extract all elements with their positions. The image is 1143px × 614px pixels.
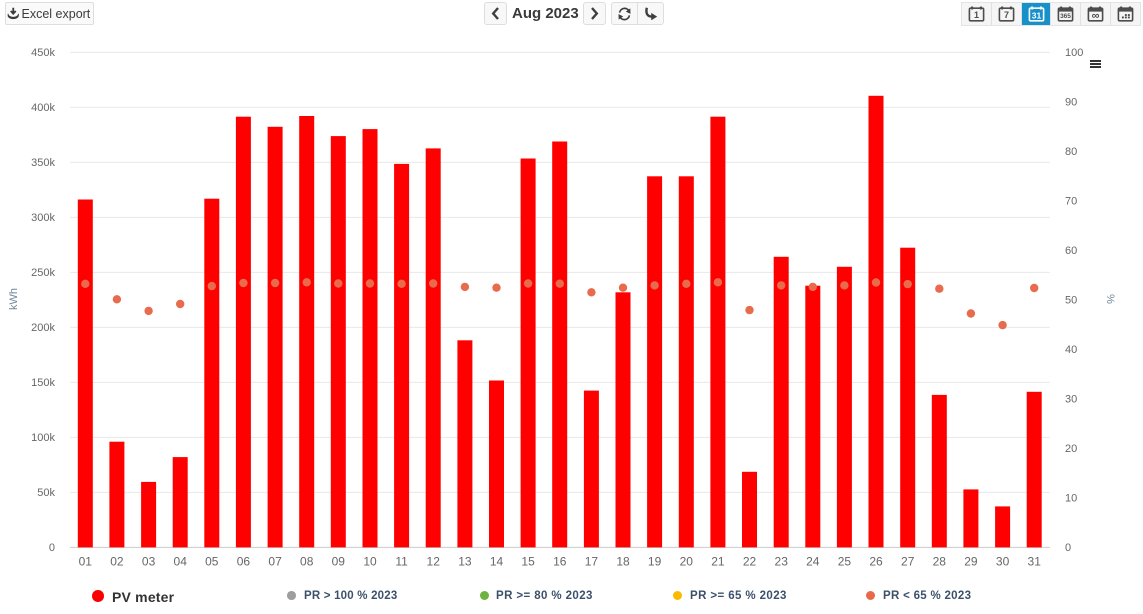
svg-text:50k: 50k — [37, 487, 55, 499]
svg-text:04: 04 — [174, 555, 188, 569]
svg-text:7: 7 — [1004, 10, 1009, 20]
svg-text:10: 10 — [363, 555, 377, 569]
svg-text:11: 11 — [395, 555, 408, 569]
svg-text:40: 40 — [1065, 344, 1077, 356]
svg-text:150k: 150k — [31, 377, 55, 389]
svg-text:10: 10 — [1065, 493, 1077, 505]
svg-text:70: 70 — [1065, 196, 1077, 208]
svg-text:20: 20 — [680, 555, 694, 569]
svg-text:08: 08 — [300, 555, 314, 569]
svg-text:31: 31 — [1028, 555, 1042, 569]
svg-text:400k: 400k — [31, 102, 55, 114]
svg-text:24: 24 — [806, 555, 820, 569]
svg-text:80: 80 — [1065, 146, 1077, 158]
svg-text:200k: 200k — [31, 322, 55, 334]
svg-text:27: 27 — [901, 555, 915, 569]
svg-text:350k: 350k — [31, 157, 55, 169]
svg-text:22: 22 — [743, 555, 757, 569]
svg-text:kWh: kWh — [8, 288, 20, 310]
svg-text:50: 50 — [1065, 295, 1077, 307]
svg-text:31: 31 — [1031, 10, 1041, 20]
svg-text:0: 0 — [1065, 542, 1071, 554]
svg-text:19: 19 — [648, 555, 662, 569]
svg-text:450k: 450k — [31, 47, 55, 59]
svg-text:60: 60 — [1065, 245, 1077, 257]
svg-text:14: 14 — [490, 555, 504, 569]
svg-text:17: 17 — [585, 555, 599, 569]
svg-text:01: 01 — [79, 555, 93, 569]
svg-text:21: 21 — [711, 555, 725, 569]
svg-text:12: 12 — [427, 555, 441, 569]
svg-text:03: 03 — [142, 555, 156, 569]
svg-text:15: 15 — [521, 555, 535, 569]
svg-text:16: 16 — [553, 555, 567, 569]
svg-text:30: 30 — [1065, 394, 1077, 406]
svg-text:300k: 300k — [31, 212, 55, 224]
svg-text:100k: 100k — [31, 432, 55, 444]
svg-text:90: 90 — [1065, 97, 1077, 109]
svg-text:30: 30 — [996, 555, 1010, 569]
svg-text:07: 07 — [268, 555, 282, 569]
svg-text:25: 25 — [838, 555, 852, 569]
svg-text:28: 28 — [933, 555, 947, 569]
svg-text:09: 09 — [332, 555, 346, 569]
svg-text:23: 23 — [775, 555, 789, 569]
svg-text:250k: 250k — [31, 267, 55, 279]
svg-text:13: 13 — [458, 555, 472, 569]
svg-text:∞: ∞ — [1092, 10, 1100, 22]
svg-text:100: 100 — [1065, 47, 1083, 59]
svg-text:365: 365 — [1060, 13, 1071, 20]
svg-text:29: 29 — [964, 555, 978, 569]
svg-text:06: 06 — [237, 555, 251, 569]
svg-text:05: 05 — [205, 555, 219, 569]
svg-text:%: % — [1104, 294, 1116, 304]
svg-text:1: 1 — [974, 10, 979, 20]
svg-text:0: 0 — [49, 542, 55, 554]
svg-text:18: 18 — [616, 555, 630, 569]
svg-text:20: 20 — [1065, 443, 1077, 455]
svg-text:02: 02 — [110, 555, 124, 569]
svg-text:26: 26 — [869, 555, 883, 569]
